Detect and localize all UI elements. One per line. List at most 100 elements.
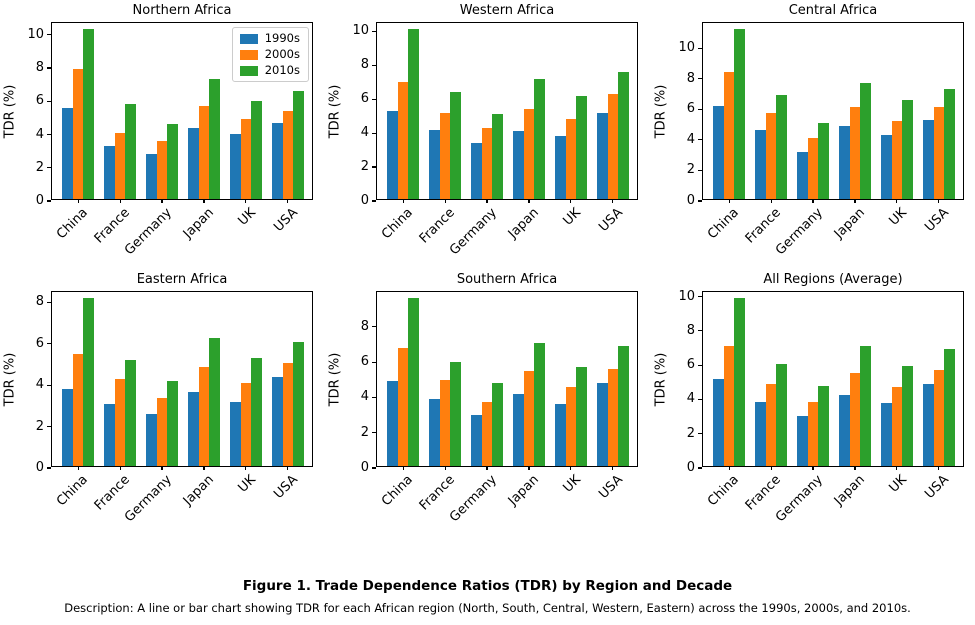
x-tick-mark — [161, 466, 163, 470]
x-tick-label: Japan — [180, 472, 217, 509]
bar-japan-1990s — [188, 127, 199, 199]
y-tick-label: 2 — [686, 162, 695, 178]
bar-china-2000s — [397, 82, 409, 199]
legend-swatch-2010s — [239, 65, 258, 76]
x-tick-label: USA — [596, 205, 626, 235]
y-tick-mark — [372, 64, 376, 66]
bar-usa-2000s — [607, 93, 619, 199]
x-tick-mark — [896, 466, 898, 470]
bar-usa-2000s — [282, 362, 294, 466]
bar-germany-2000s — [481, 127, 493, 199]
bar-uk-2010s — [902, 99, 913, 199]
y-tick-mark — [47, 100, 51, 102]
bar-france-1990s — [429, 398, 440, 466]
x-tick-label: USA — [271, 205, 301, 235]
x-tick-label: Japan — [831, 472, 868, 509]
legend-item-1990s: 1990s — [239, 32, 300, 45]
x-tick-label: China — [379, 205, 417, 243]
bar-germany-2010s — [818, 386, 829, 466]
bar-china-2000s — [723, 345, 735, 466]
y-tick-label: 4 — [686, 131, 695, 147]
x-tick-label: USA — [271, 472, 301, 502]
y-tick-mark — [372, 396, 376, 398]
bar-germany-1990s — [146, 414, 157, 466]
y-tick-mark — [698, 433, 702, 435]
y-tick-mark — [698, 108, 702, 110]
plot-area — [377, 23, 637, 199]
y-tick-mark — [47, 133, 51, 136]
x-tick-label: France — [91, 205, 134, 247]
y-tick-mark — [47, 384, 51, 386]
y-tick-mark — [698, 200, 702, 202]
plot-area — [52, 292, 312, 466]
y-tick-label: 8 — [360, 57, 369, 73]
bar-china-2000s — [723, 72, 735, 199]
bar-germany-2010s — [818, 122, 829, 199]
y-tick-mark — [372, 361, 376, 363]
bar-japan-2010s — [534, 342, 545, 466]
y-tick-label: 2 — [360, 424, 369, 440]
subplot-title: All Regions (Average) — [763, 272, 903, 287]
y-tick-mark — [372, 467, 376, 469]
x-tick-mark — [287, 199, 289, 203]
y-tick-label: 6 — [686, 357, 695, 373]
bar-china-2010s — [734, 298, 745, 466]
x-tick-mark — [570, 199, 572, 203]
bar-china-1990s — [387, 110, 398, 199]
bar-france-2000s — [114, 379, 126, 466]
x-tick-mark — [570, 466, 572, 470]
bar-uk-2010s — [251, 100, 262, 199]
x-tick-label: Japan — [505, 205, 542, 242]
x-tick-mark — [528, 199, 530, 203]
bar-france-2000s — [765, 384, 777, 466]
y-tick-mark — [47, 67, 51, 69]
bar-germany-2010s — [492, 114, 503, 199]
bar-japan-2010s — [860, 345, 871, 466]
y-tick-label: 4 — [360, 389, 369, 405]
bar-uk-2000s — [240, 383, 252, 466]
y-tick-mark — [698, 47, 702, 49]
y-tick-label: 10 — [678, 288, 695, 304]
bar-france-1990s — [104, 145, 115, 199]
bar-china-2010s — [83, 298, 94, 466]
bar-germany-1990s — [146, 154, 157, 199]
x-tick-label: China — [705, 205, 743, 243]
bar-france-2010s — [125, 104, 136, 199]
x-tick-label: France — [416, 205, 459, 247]
bar-france-2010s — [125, 360, 136, 466]
x-tick-mark — [444, 199, 446, 203]
y-tick-mark — [372, 326, 376, 328]
x-tick-mark — [402, 466, 404, 470]
bar-china-1990s — [713, 105, 724, 199]
bar-japan-2010s — [534, 78, 545, 199]
y-tick-mark — [372, 432, 376, 434]
bar-uk-2010s — [576, 95, 587, 199]
y-tick-mark — [372, 200, 376, 202]
x-tick-label: France — [742, 472, 785, 514]
x-tick-label: Japan — [180, 205, 217, 242]
bar-usa-2010s — [293, 341, 304, 466]
subplot-title: Eastern Africa — [136, 272, 228, 287]
bar-uk-1990s — [230, 134, 241, 199]
legend: 1990s 2000s 2010s — [231, 27, 309, 82]
bar-uk-1990s — [555, 404, 566, 466]
bar-uk-2000s — [565, 119, 577, 199]
bar-france-1990s — [429, 129, 440, 199]
x-tick-mark — [245, 466, 247, 470]
bar-japan-2000s — [198, 366, 210, 466]
x-tick-label: UK — [560, 205, 584, 229]
subplot-title: Northern Africa — [132, 3, 232, 18]
bar-germany-2000s — [807, 137, 819, 199]
bar-china-1990s — [62, 107, 73, 199]
y-tick-mark — [372, 98, 376, 100]
y-tick-mark — [698, 139, 702, 141]
bar-usa-2000s — [282, 110, 294, 199]
bar-japan-2010s — [860, 82, 871, 199]
bar-china-2000s — [72, 354, 84, 466]
plot-area — [703, 23, 963, 199]
bar-china-1990s — [713, 379, 724, 466]
x-tick-mark — [896, 199, 898, 203]
bar-japan-1990s — [839, 394, 850, 466]
bar-uk-1990s — [881, 134, 892, 199]
